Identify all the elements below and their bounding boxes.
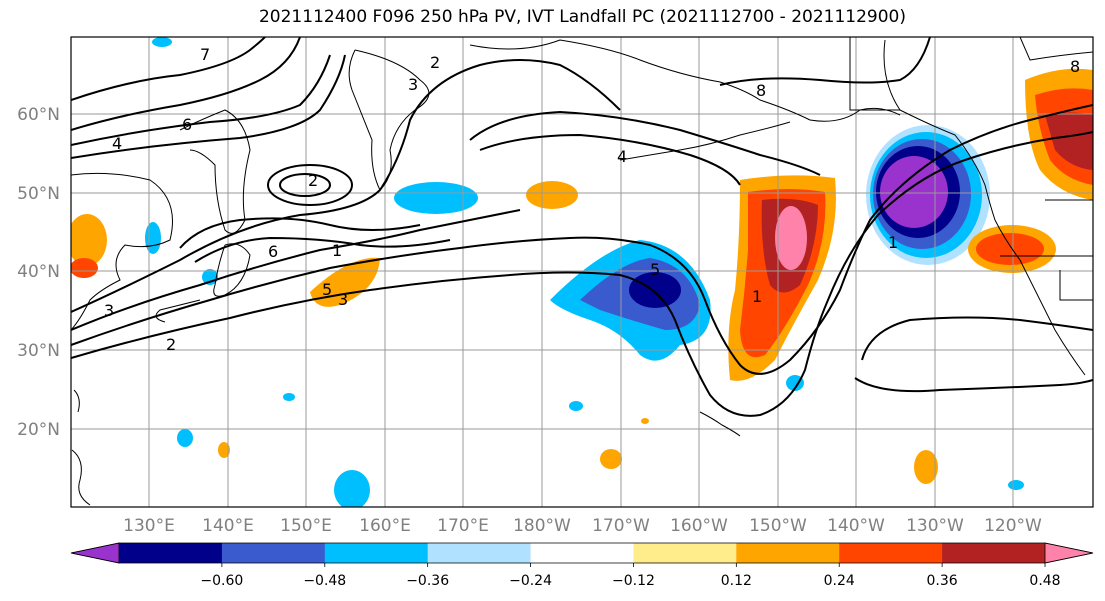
colorbar-segment [324,543,429,563]
colorbar-tick-label: −0.36 [406,573,449,589]
contour-label: 8 [1070,57,1080,76]
colorbar-segment [221,543,326,563]
lon-label: 140°E [202,516,254,536]
lon-label: 180°W [513,516,571,536]
pc-contours [71,37,1093,417]
lat-label-30n: 30°N [17,341,60,361]
contour-label: 4 [112,134,122,153]
lat-label-60n: 60°N [17,105,60,125]
colorbar-extend-low [70,542,120,564]
colorbar: −0.60 −0.48 −0.36 −0.24 −0.12 0.12 0.24 0.36 0.4… [70,542,1094,589]
contour-label: 3 [338,290,348,309]
contour-label: 5 [650,260,660,279]
latitude-labels: 60°N 50°N 40°N 30°N 20°N [17,105,60,440]
colorbar-tick-label: 0.24 [824,573,855,589]
colorbar-outline [70,542,1094,564]
contour-label: 2 [430,53,440,72]
contour-label: 6 [268,242,278,261]
colorbar-tick-label: −0.12 [612,573,655,589]
lon-label: 170°E [437,516,489,536]
map-frame [70,36,1094,508]
lat-label-50n: 50°N [17,184,60,204]
contour-label: 1 [752,287,762,306]
colorbar-tick-label: −0.60 [200,573,243,589]
contour-label: 5 [322,280,332,299]
lat-label-20n: 20°N [17,420,60,440]
colorbar-tick-label: 0.48 [1029,573,1060,589]
colorbar-tick-label: 0.12 [721,573,752,589]
contour-labels: 2 3 6 4 2 6 1 5 3 3 2 4 8 7 1 1 8 5 [104,45,1080,354]
contour-label: 3 [408,75,418,94]
lon-label: 160°E [359,516,411,536]
colorbar-tick-label: −0.48 [303,573,346,589]
contour-label: 1 [332,241,342,260]
contour-label: 4 [617,147,627,166]
lon-label: 140°W [827,516,885,536]
colorbar-segment [530,543,634,563]
lon-label: 150°W [749,516,807,536]
colorbar-tick-label: 0.36 [927,573,958,589]
contour-label: 8 [756,81,766,100]
colorbar-segment [633,543,737,563]
map-area: 2 3 6 4 2 6 1 5 3 3 2 4 8 7 1 1 8 5 [71,37,1093,507]
longitude-labels: 130°E 140°E 150°E 160°E 170°E 180°W 170°… [123,516,1042,536]
colorbar-segment [839,543,943,563]
colorbar-tick-label: −0.24 [509,573,552,589]
pv-ivt-shading [71,37,1093,507]
colorbar-segment [427,543,532,563]
contour-label: 2 [166,335,176,354]
contour-label: 2 [308,171,318,190]
contour-label: 1 [888,233,898,252]
lon-label: 160°W [670,516,728,536]
contour-label: 3 [104,301,114,320]
lon-label: 150°E [280,516,332,536]
colorbar-segment [119,543,223,563]
lat-label-40n: 40°N [17,262,60,282]
lon-label: 130°E [123,516,175,536]
map-title: 2021112400 F096 250 hPa PV, IVT Landfall… [258,7,906,27]
colorbar-extend-high [1044,542,1094,564]
colorbar-segment [736,543,840,563]
lon-label: 120°W [984,516,1042,536]
contour-label: 6 [182,115,192,134]
lon-label: 130°W [906,516,964,536]
contour-label: 7 [200,45,210,64]
colorbar-segment [942,543,1046,563]
lon-label: 170°W [592,516,650,536]
